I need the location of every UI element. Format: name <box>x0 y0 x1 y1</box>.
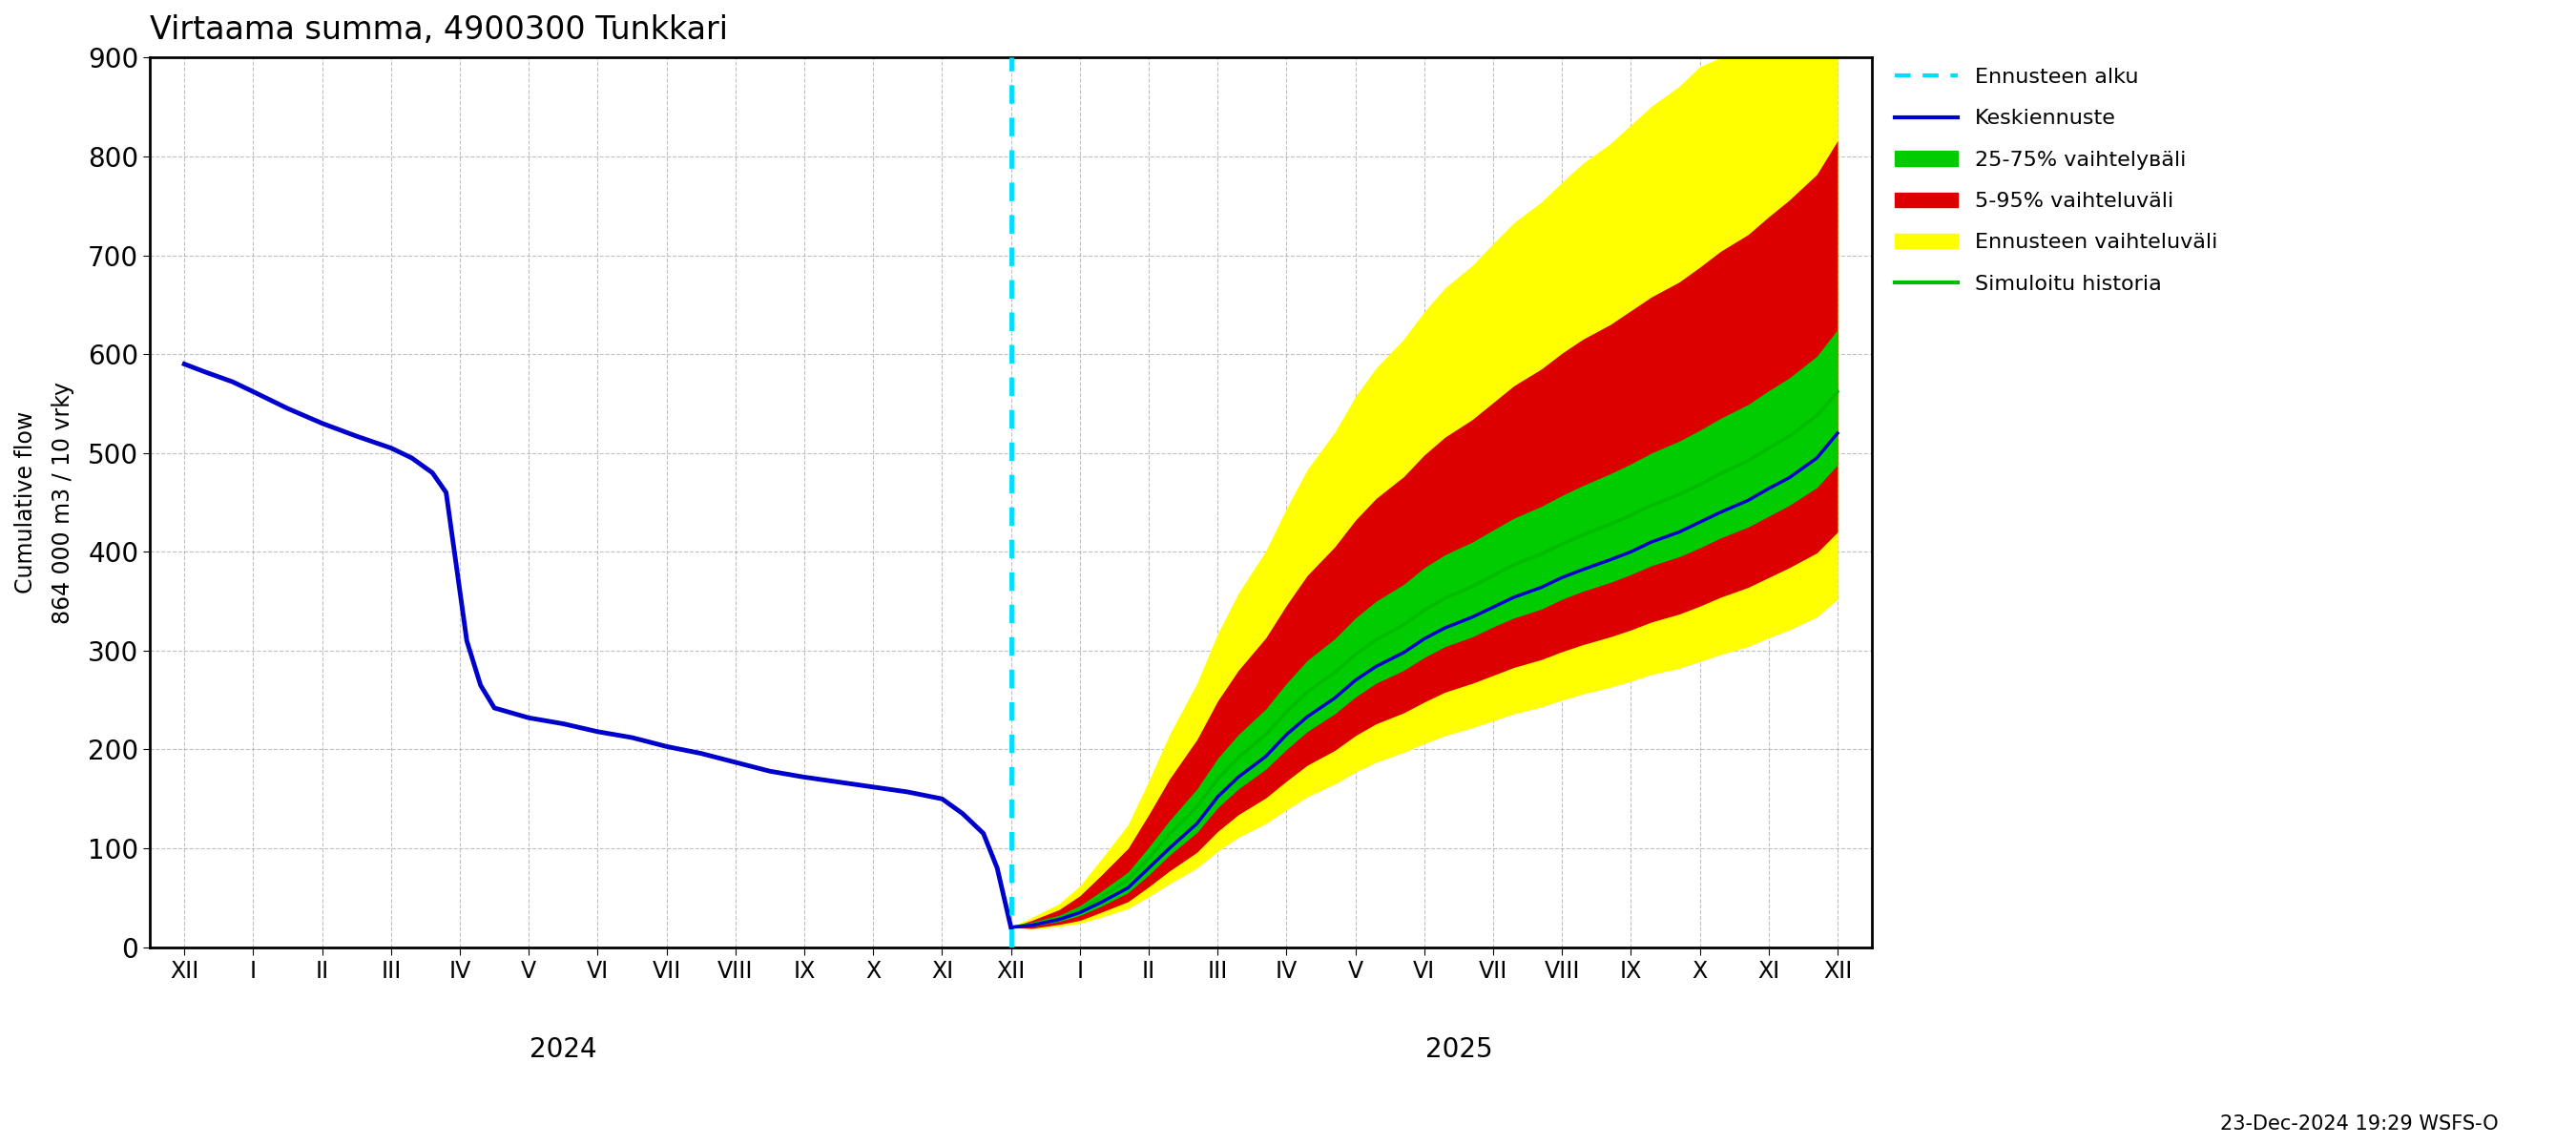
Text: 2024: 2024 <box>531 1036 598 1063</box>
Legend: Ennusteen alku, Keskiennuste, 25-75% vaihtelувäli, 5-95% vaihteluväli, Ennusteen: Ennusteen alku, Keskiennuste, 25-75% vai… <box>1886 60 2226 302</box>
Y-axis label: Cumulative flow
864 000 m3 / 10 vrky: Cumulative flow 864 000 m3 / 10 vrky <box>15 381 75 624</box>
Text: Virtaama summa, 4900300 Tunkkari: Virtaama summa, 4900300 Tunkkari <box>149 14 729 46</box>
Text: 2025: 2025 <box>1425 1036 1492 1063</box>
Text: 23-Dec-2024 19:29 WSFS-O: 23-Dec-2024 19:29 WSFS-O <box>2221 1114 2499 1134</box>
